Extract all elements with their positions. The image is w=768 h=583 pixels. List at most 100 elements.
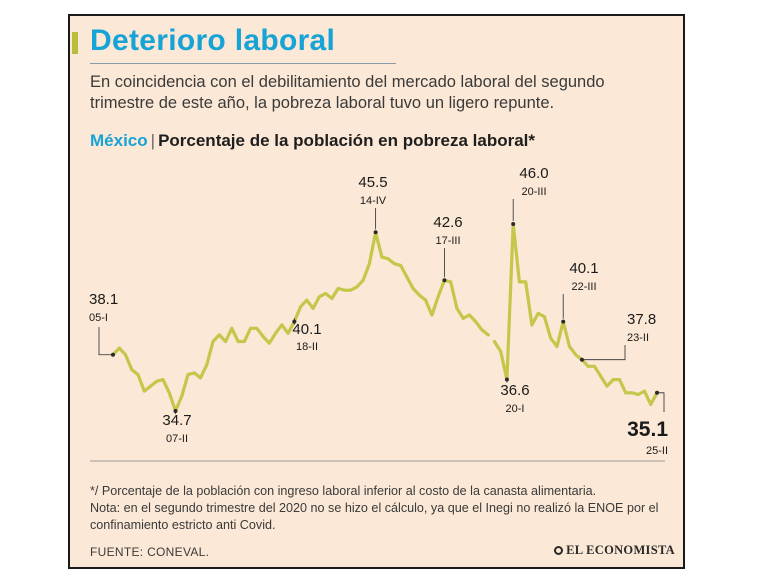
data-point-28	[286, 331, 290, 335]
annotation-value-20-III: 46.0	[519, 165, 548, 182]
data-point-12	[186, 373, 190, 377]
data-point-48	[411, 287, 415, 291]
title-accent-bar	[72, 32, 78, 54]
country-label: México	[90, 131, 148, 150]
data-point-67	[530, 323, 534, 327]
data-point-55	[455, 306, 459, 310]
data-point-15	[205, 363, 209, 367]
data-point-71	[555, 344, 559, 348]
data-point-5	[142, 389, 146, 393]
data-point-73	[567, 344, 571, 348]
data-point-35	[330, 296, 334, 300]
data-point-62	[499, 349, 503, 353]
source-label: FUENTE: CONEVAL.	[90, 545, 210, 559]
data-point-21	[242, 339, 246, 343]
data-point-50	[424, 298, 428, 302]
data-point-2	[124, 353, 128, 357]
data-point-82	[624, 391, 628, 395]
footnote-definition: */ Porcentaje de la población con ingres…	[90, 484, 597, 498]
data-point-41	[367, 262, 371, 266]
data-point-61	[492, 339, 496, 343]
data-point-27	[280, 323, 284, 327]
data-point-43	[380, 255, 384, 259]
data-point-79	[605, 384, 609, 388]
chart-title: Porcentaje de la población en pobreza la…	[158, 131, 535, 150]
annotation-value-25-II: 35.1	[627, 418, 668, 441]
data-point-22	[249, 326, 253, 330]
data-point-81	[617, 378, 621, 382]
chart-heading: México | Porcentaje de la población en pob…	[90, 131, 535, 151]
data-point-25	[267, 341, 271, 345]
data-point-7	[155, 379, 159, 383]
data-point-65	[517, 280, 521, 284]
logo-text: EL ECONOMISTA	[566, 543, 675, 557]
data-point-86	[649, 402, 653, 406]
annotation-label-20-III: 20-III	[521, 186, 546, 198]
data-point-36	[336, 287, 340, 291]
annotation-value-23-II: 37.8	[627, 311, 656, 328]
data-point-17	[217, 333, 221, 337]
data-point-38	[349, 288, 353, 292]
data-point-60	[486, 333, 490, 337]
data-point-31	[305, 298, 309, 302]
data-point-20	[236, 339, 240, 343]
annotation-point-14-IV	[373, 230, 378, 235]
infographic-card: Deterioro laboral En coincidencia con el…	[68, 14, 685, 569]
data-point-85	[642, 389, 646, 393]
annotation-point-22-III	[561, 319, 566, 324]
footnote-note: Nota: en el segundo trimestre del 2020 n…	[90, 501, 659, 532]
data-point-59	[480, 328, 484, 332]
line-chart: 38.1 05-I 34.7 07-II 40.1 18-II 45.5 14-IV 42.6 1…	[89, 165, 668, 462]
data-point-18	[224, 339, 228, 343]
data-point-6	[149, 384, 153, 388]
data-point-32	[311, 306, 315, 310]
annotation-value-20-I: 36.6	[500, 382, 529, 399]
data-point-80	[611, 378, 615, 382]
annotation-value-17-III: 42.6	[433, 214, 462, 231]
data-point-74	[574, 353, 578, 357]
data-point-78	[599, 374, 603, 378]
annotation-label-17-III: 17-III	[435, 235, 460, 247]
data-point-45	[392, 262, 396, 266]
data-point-46	[399, 263, 403, 267]
annotation-connector-23-II	[581, 345, 626, 361]
data-point-51	[430, 313, 434, 317]
data-point-76	[586, 364, 590, 368]
data-point-24	[261, 335, 265, 339]
annotation-point-17-III	[442, 278, 447, 283]
annotation-point-20-III	[511, 222, 516, 226]
data-point-1	[117, 346, 121, 350]
data-point-66	[524, 280, 528, 284]
data-point-9	[167, 391, 171, 395]
data-point-16	[211, 339, 215, 343]
annotation-label-25-II: 25-II	[646, 445, 668, 457]
heading-separator: |	[150, 131, 156, 150]
data-point-49	[417, 293, 421, 297]
title-divider	[90, 63, 396, 64]
publisher-logo: EL ECONOMISTA	[554, 543, 675, 558]
annotation-value-14-IV: 45.5	[358, 174, 387, 191]
annotation-label-14-IV: 14-IV	[360, 195, 387, 207]
economista-logo-icon	[554, 546, 564, 555]
annotation-connector-05-I	[98, 327, 113, 356]
data-point-47	[405, 275, 409, 279]
subtitle: En coincidencia con el debilitamiento de…	[90, 73, 605, 112]
data-point-23	[255, 326, 259, 330]
annotation-label-20-I: 20-I	[506, 403, 525, 415]
data-point-58	[474, 320, 478, 324]
data-point-30	[299, 305, 303, 309]
data-point-13	[192, 371, 196, 375]
page-title: Deterioro laboral	[90, 24, 336, 57]
data-point-57	[467, 313, 471, 317]
data-point-26	[274, 331, 278, 335]
annotation-value-07-II: 34.7	[162, 412, 191, 429]
data-point-52	[436, 295, 440, 299]
data-point-34	[324, 292, 328, 296]
data-point-40	[361, 278, 365, 282]
data-point-68	[536, 311, 540, 315]
data-point-70	[549, 336, 553, 340]
data-point-37	[342, 288, 346, 292]
data-point-8	[161, 378, 165, 382]
annotation-label-23-II: 23-II	[627, 332, 649, 344]
data-point-69	[542, 315, 546, 319]
